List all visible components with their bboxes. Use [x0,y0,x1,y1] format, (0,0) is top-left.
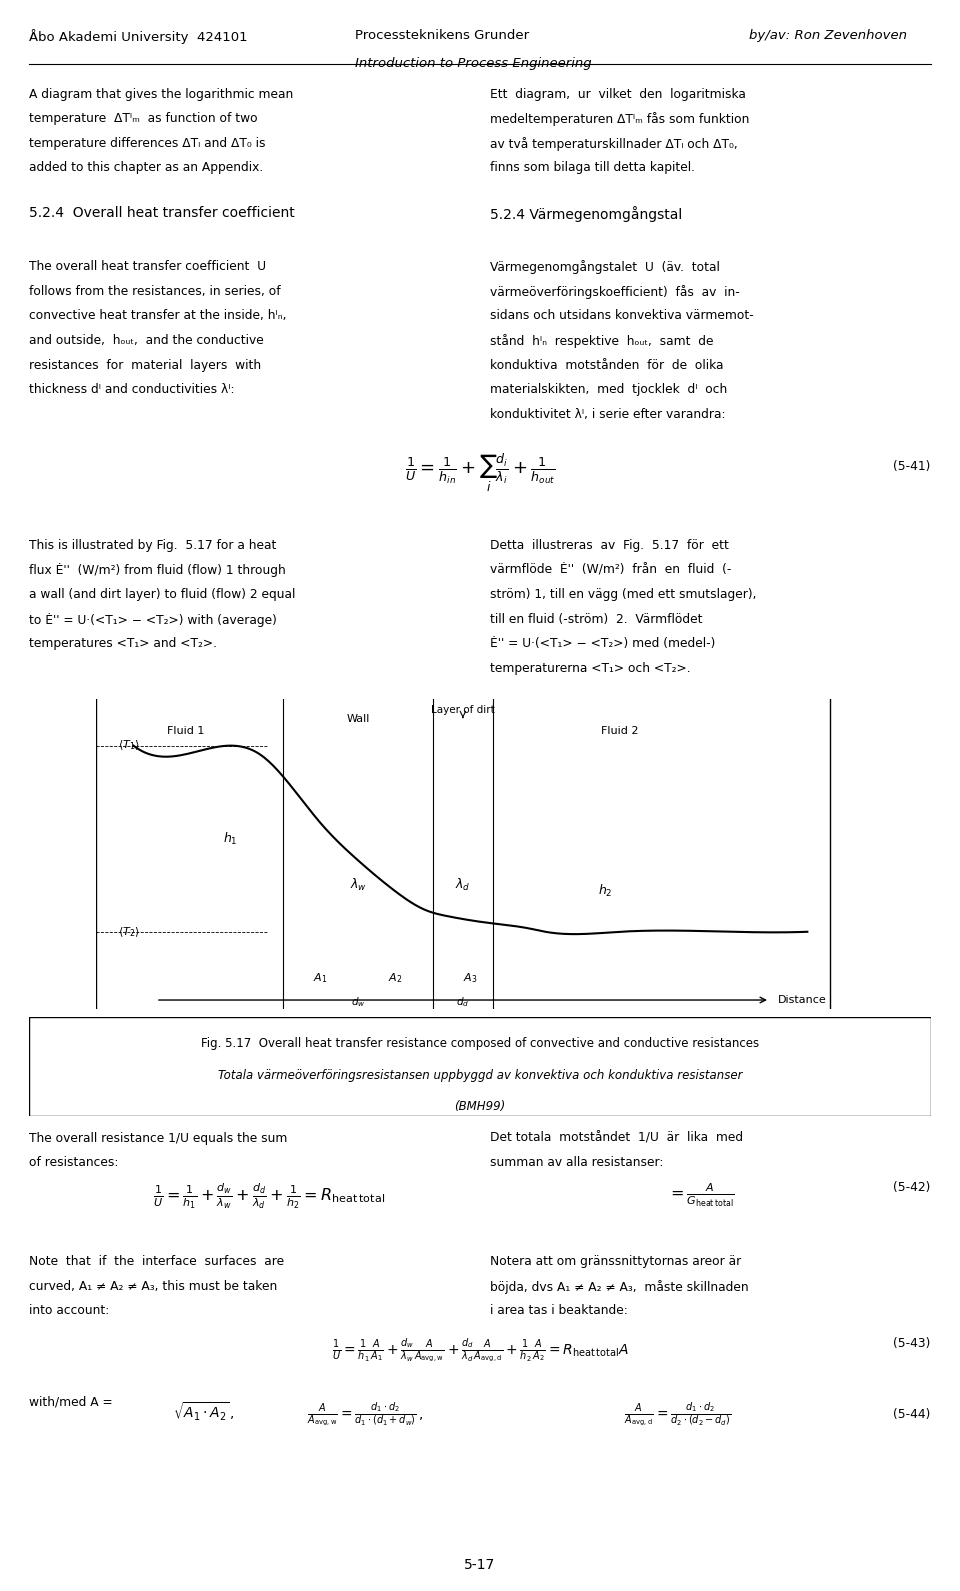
Text: $A_3$: $A_3$ [463,971,478,985]
Text: stånd  hᴵₙ  respektive  hₒᵤₜ,  samt  de: stånd hᴵₙ respektive hₒᵤₜ, samt de [490,334,713,348]
Text: $A_2$: $A_2$ [389,971,402,985]
Text: with/med A =: with/med A = [29,1395,116,1408]
Text: Ė̇'' = U·(<T₁> − <T₂>) med (medel-): Ė̇'' = U·(<T₁> − <T₂>) med (medel-) [490,638,715,651]
Text: värmeöverföringskoefficient)  fås  av  in-: värmeöverföringskoefficient) fås av in- [490,285,739,299]
Text: follows from the resistances, in series, of: follows from the resistances, in series,… [29,285,280,298]
Text: sidans och utsidans konvektiva värmemot-: sidans och utsidans konvektiva värmemot- [490,310,754,323]
Text: curved, A₁ ≠ A₂ ≠ A₃, this must be taken: curved, A₁ ≠ A₂ ≠ A₃, this must be taken [29,1279,277,1293]
Text: $h_2$: $h_2$ [598,883,612,899]
Text: Distance: Distance [778,994,827,1006]
Text: ström) 1, till en vägg (med ett smutslager),: ström) 1, till en vägg (med ett smutslag… [490,589,756,601]
Text: konduktiva  motstånden  för  de  olika: konduktiva motstånden för de olika [490,360,723,372]
Text: thickness dᴵ and conductivities λᴵ:: thickness dᴵ and conductivities λᴵ: [29,383,234,396]
Text: 5.2.4  Overall heat transfer coefficient: 5.2.4 Overall heat transfer coefficient [29,205,295,220]
Text: resistances  for  material  layers  with: resistances for material layers with [29,360,261,372]
Text: $\frac{A}{A_{\mathrm{avg,w}}} = \frac{d_1 \cdot d_2}{d_1 \cdot (d_1 + d_w)}\,,$: $\frac{A}{A_{\mathrm{avg,w}}} = \frac{d_… [307,1400,424,1429]
Text: flux Ė̇''  (W/m²) from fluid (flow) 1 through: flux Ė̇'' (W/m²) from fluid (flow) 1 thr… [29,563,285,578]
Text: $h_1$: $h_1$ [224,831,238,846]
Text: Processteknikens Grunder: Processteknikens Grunder [355,29,529,41]
Text: Fig. 5.17  Overall heat transfer resistance composed of convective and conductiv: Fig. 5.17 Overall heat transfer resistan… [201,1037,759,1050]
Text: av två temperaturskillnader ΔTₗ och ΔT₀,: av två temperaturskillnader ΔTₗ och ΔT₀, [490,137,737,151]
Text: materialskikten,  med  tjocklek  dᴵ  och: materialskikten, med tjocklek dᴵ och [490,383,727,396]
Text: i area tas i beaktande:: i area tas i beaktande: [490,1305,627,1317]
Text: 5.2.4 Värmegenomgångstal: 5.2.4 Värmegenomgångstal [490,205,682,221]
Text: temperature differences ΔTₗ and ΔT₀ is: temperature differences ΔTₗ and ΔT₀ is [29,137,265,150]
Text: $\langle T_2 \rangle$: $\langle T_2 \rangle$ [118,924,140,939]
Text: $= \frac{A}{G_{\mathrm{heat\,total}}}$: $= \frac{A}{G_{\mathrm{heat\,total}}}$ [667,1181,734,1209]
Text: a wall (and dirt layer) to fluid (flow) 2 equal: a wall (and dirt layer) to fluid (flow) … [29,589,295,601]
Text: $\langle T_1 \rangle$: $\langle T_1 \rangle$ [118,738,140,753]
Text: summan av alla resistanser:: summan av alla resistanser: [490,1157,663,1169]
Text: $\sqrt{A_1 \cdot A_2}\,,$: $\sqrt{A_1 \cdot A_2}\,,$ [173,1400,234,1424]
Text: (BMH99): (BMH99) [454,1099,506,1114]
Text: värmflöde  Ė̇''  (W/m²)  från  en  fluid  (-: värmflöde Ė̇'' (W/m²) från en fluid (- [490,563,731,576]
Text: Layer of dirt: Layer of dirt [431,705,494,714]
Text: temperaturerna <T₁> och <T₂>.: temperaturerna <T₁> och <T₂>. [490,662,690,675]
Text: This is illustrated by Fig.  5.17 for a heat: This is illustrated by Fig. 5.17 for a h… [29,539,276,552]
Text: temperatures <T₁> and <T₂>.: temperatures <T₁> and <T₂>. [29,638,217,651]
Text: Note  that  if  the  interface  surfaces  are: Note that if the interface surfaces are [29,1255,284,1268]
Text: convective heat transfer at the inside, hᴵₙ,: convective heat transfer at the inside, … [29,310,286,323]
Text: A diagram that gives the logarithmic mean: A diagram that gives the logarithmic mea… [29,88,293,100]
Text: Ett  diagram,  ur  vilket  den  logaritmiska: Ett diagram, ur vilket den logaritmiska [490,88,746,100]
Text: finns som bilaga till detta kapitel.: finns som bilaga till detta kapitel. [490,161,695,175]
Text: (5-41): (5-41) [893,460,930,473]
Text: temperature  ΔTᴵₘ  as function of two: temperature ΔTᴵₘ as function of two [29,111,257,126]
Text: to Ė̇'' = U·(<T₁> − <T₂>) with (average): to Ė̇'' = U·(<T₁> − <T₂>) with (average) [29,613,276,627]
Text: of resistances:: of resistances: [29,1157,118,1169]
Text: Notera att om gränssnittytornas areor är: Notera att om gränssnittytornas areor är [490,1255,741,1268]
Text: $\lambda_d$: $\lambda_d$ [455,877,470,893]
Text: The overall heat transfer coefficient  U: The overall heat transfer coefficient U [29,259,266,274]
Text: added to this chapter as an Appendix.: added to this chapter as an Appendix. [29,161,263,175]
Text: medeltemperaturen ΔTᴵₘ fås som funktion: medeltemperaturen ΔTᴵₘ fås som funktion [490,111,749,126]
Text: $\frac{1}{U} = \frac{1}{h_{in}} + \sum_i \frac{d_i}{\lambda_i} + \frac{1}{h_{out: $\frac{1}{U} = \frac{1}{h_{in}} + \sum_i… [405,452,555,495]
Text: Fluid 2: Fluid 2 [601,727,639,737]
Text: into account:: into account: [29,1305,109,1317]
Text: $d_w$: $d_w$ [350,996,366,1009]
Text: by/av: Ron Zevenhoven: by/av: Ron Zevenhoven [749,29,907,41]
Text: Totala värmeöverföringsresistansen uppbyggd av konvektiva och konduktiva resista: Totala värmeöverföringsresistansen uppby… [218,1069,742,1082]
Text: (5-42): (5-42) [893,1181,930,1195]
Text: (5-43): (5-43) [893,1336,930,1349]
Text: Åbo Akademi University  424101: Åbo Akademi University 424101 [29,29,248,43]
Text: $\frac{A}{A_{\mathrm{avg,d}}} = \frac{d_1 \cdot d_2}{d_2 \cdot (d_2 - d_d)}$: $\frac{A}{A_{\mathrm{avg,d}}} = \frac{d_… [624,1400,732,1429]
Text: and outside,  hₒᵤₜ,  and the conductive: and outside, hₒᵤₜ, and the conductive [29,334,264,347]
Text: Introduction to Process Engineering: Introduction to Process Engineering [355,57,591,70]
Text: $\lambda_w$: $\lambda_w$ [349,877,367,893]
Text: (5-44): (5-44) [893,1408,930,1421]
Text: konduktivitet λᴵ, i serie efter varandra:: konduktivitet λᴵ, i serie efter varandra… [490,407,725,422]
Text: $\frac{1}{U} = \frac{1}{h_1} + \frac{d_w}{\lambda_w} + \frac{d_d}{\lambda_d} + \: $\frac{1}{U} = \frac{1}{h_1} + \frac{d_w… [153,1181,385,1211]
Text: Värmegenomgångstalet  U  (äv.  total: Värmegenomgångstalet U (äv. total [490,259,719,274]
Text: $\frac{1}{U} = \frac{1}{h_1}\frac{A}{A_1} + \frac{d_w}{\lambda_w}\frac{A}{A_{\ma: $\frac{1}{U} = \frac{1}{h_1}\frac{A}{A_1… [332,1336,628,1363]
Text: till en fluid (-ström)  2.  Värmflödet: till en fluid (-ström) 2. Värmflödet [490,613,702,625]
Text: böjda, dvs A₁ ≠ A₂ ≠ A₃,  måste skillnaden: böjda, dvs A₁ ≠ A₂ ≠ A₃, måste skillnade… [490,1279,748,1293]
Text: The overall resistance 1/U equals the sum: The overall resistance 1/U equals the su… [29,1131,287,1146]
Text: $A_1$: $A_1$ [313,971,328,985]
Text: Wall: Wall [347,714,370,724]
Text: Det totala  motståndet  1/U  är  lika  med: Det totala motståndet 1/U är lika med [490,1131,743,1146]
Text: 5-17: 5-17 [465,1558,495,1572]
Text: Detta  illustreras  av  Fig.  5.17  för  ett: Detta illustreras av Fig. 5.17 för ett [490,539,729,552]
Text: Fluid 1: Fluid 1 [167,727,204,737]
Text: $d_d$: $d_d$ [456,996,469,1009]
